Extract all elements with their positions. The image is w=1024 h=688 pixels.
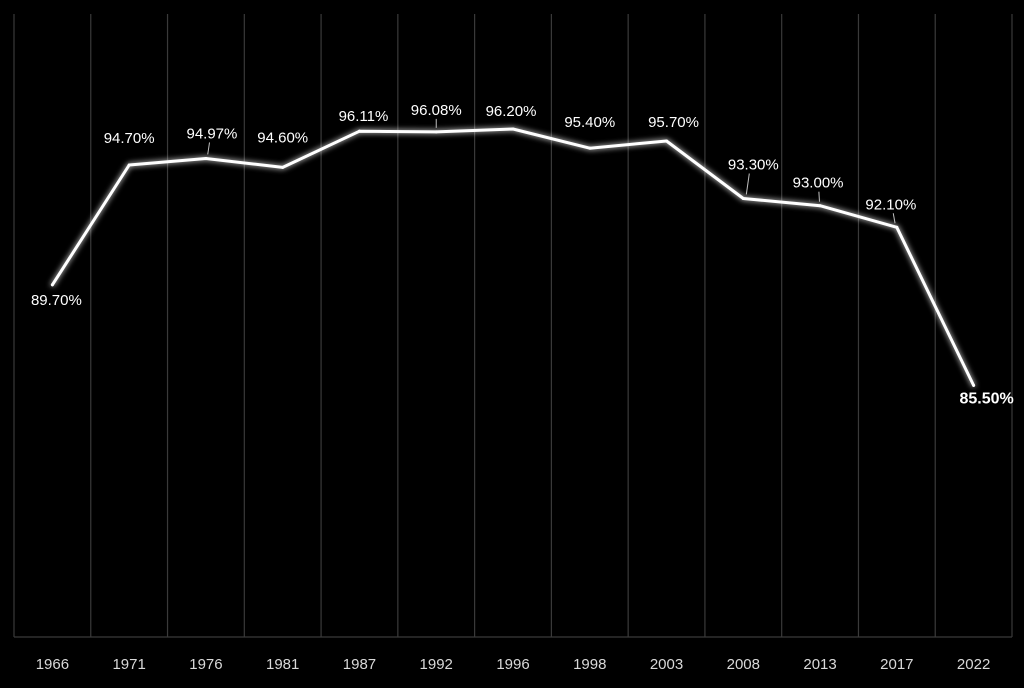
series	[50, 127, 976, 387]
data-point	[895, 225, 899, 229]
data-label: 96.08%	[411, 102, 462, 119]
x-tick-label: 1987	[343, 656, 376, 673]
x-tick-label: 1976	[189, 656, 222, 673]
data-label: 94.97%	[186, 125, 237, 142]
data-point	[204, 156, 208, 160]
data-label: 96.20%	[486, 103, 537, 120]
data-point	[741, 197, 745, 201]
data-point	[665, 139, 669, 143]
gridlines	[13, 14, 1013, 638]
data-point	[281, 165, 285, 169]
data-point	[434, 130, 438, 134]
x-tick-label: 2003	[650, 656, 683, 673]
x-tick-label: 1966	[36, 656, 69, 673]
x-tick-label: 1992	[420, 656, 453, 673]
label-leader-line	[745, 173, 750, 195]
label-leader-line	[207, 142, 211, 155]
data-label: 95.70%	[648, 114, 699, 131]
data-label: 93.30%	[728, 157, 779, 174]
label-leader-line	[818, 191, 820, 202]
data-point	[818, 204, 822, 208]
data-point	[50, 283, 54, 287]
x-tick-label: 2022	[957, 656, 990, 673]
data-labels: 89.70% 94.70% 94.97% 94.60% 96.11% 96.08% 96.2…	[31, 102, 1014, 408]
data-point	[511, 127, 515, 131]
data-point	[972, 383, 976, 387]
data-point	[357, 129, 361, 133]
data-label: 96.11%	[339, 108, 389, 125]
data-label: 89.70%	[31, 292, 82, 309]
data-label: 92.10%	[865, 196, 916, 213]
data-label: 93.00%	[793, 175, 844, 192]
data-point	[588, 146, 592, 150]
x-tick-label: 2008	[727, 656, 760, 673]
x-axis: 1966 1971 1976 1981 1987 1992 1996 1998 2003 2008…	[36, 656, 991, 673]
x-tick-label: 1981	[266, 656, 299, 673]
data-label: 94.60%	[257, 129, 308, 146]
x-tick-label: 1996	[496, 656, 529, 673]
data-label: 85.50%	[959, 390, 1013, 407]
x-tick-label: 1998	[573, 656, 606, 673]
x-tick-label: 2017	[880, 656, 913, 673]
label-leader-line	[892, 213, 896, 224]
data-point	[127, 163, 131, 167]
data-label: 95.40%	[564, 114, 615, 131]
x-tick-label: 2013	[803, 656, 836, 673]
data-label: 94.70%	[104, 130, 155, 147]
x-tick-label: 1971	[112, 656, 145, 673]
